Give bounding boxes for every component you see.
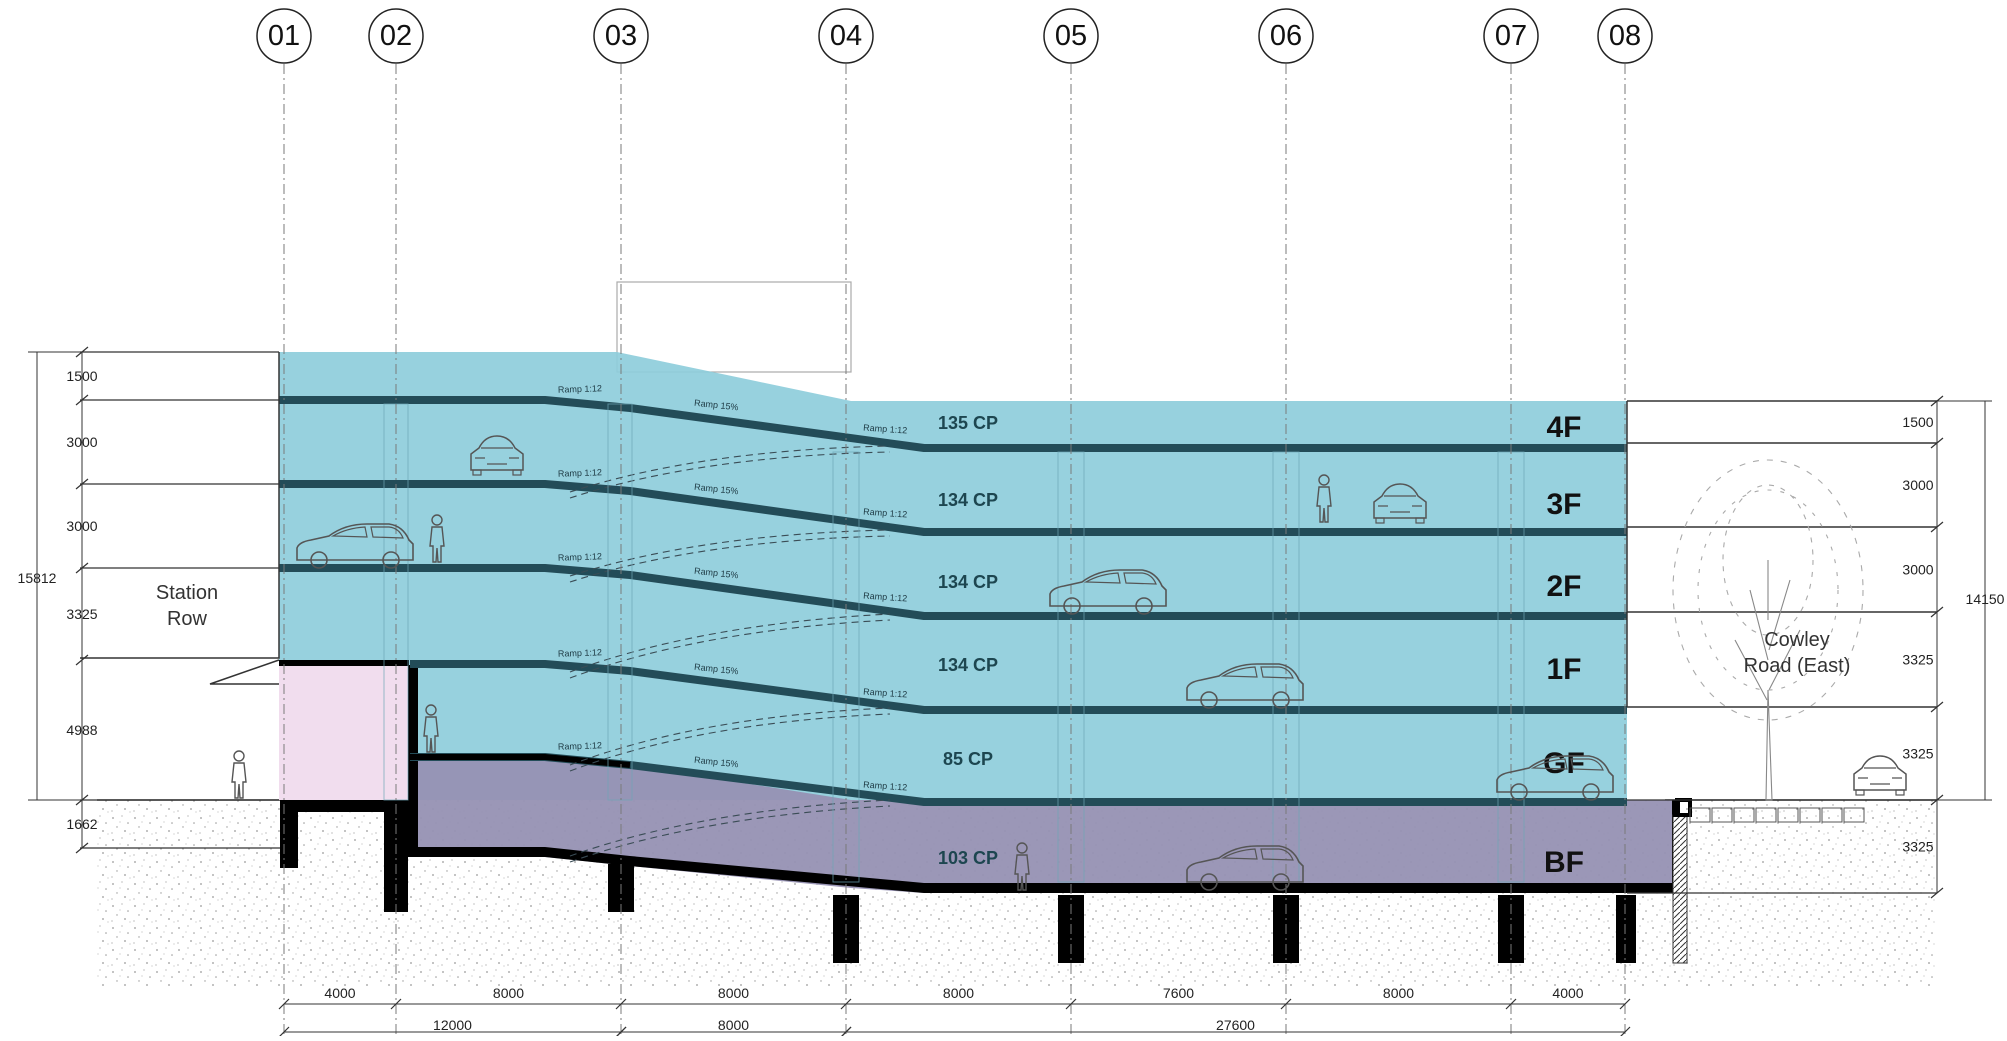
floor-capacity: 134 CP: [938, 572, 998, 592]
grid-label: 05: [1055, 20, 1087, 52]
left-dimensions: 1500 3000 3000 3325 4988 1662 15812: [18, 347, 98, 853]
right-dim-value: 3325: [1902, 652, 1933, 668]
floor-level-label: BF: [1544, 846, 1584, 879]
grid-label: 01: [268, 20, 300, 52]
floor-capacity: 103 CP: [938, 848, 998, 868]
bottom-dim-value: 4000: [324, 985, 355, 1001]
right-dim-value: 3325: [1902, 839, 1933, 855]
retaining-wall: [1673, 815, 1687, 963]
station-row-label: Station: [156, 582, 218, 604]
floor-level-label: GF: [1543, 747, 1585, 780]
floor-capacity: 134 CP: [938, 490, 998, 510]
bottom-dim-value: 8000: [493, 985, 524, 1001]
ramp-label: Ramp 1:12: [558, 551, 602, 563]
right-dim-total: 14150: [1966, 591, 2005, 607]
grid-bubbles: 01 02 03 04 05 06 07 08: [257, 9, 1652, 63]
bottom-dim-value: 12000: [433, 1017, 472, 1033]
floor-capacity: 85 CP: [943, 749, 993, 769]
bottom-dim-value: 7600: [1163, 985, 1194, 1001]
bottom-dim-value: 4000: [1552, 985, 1583, 1001]
bottom-dim-value: 8000: [943, 985, 974, 1001]
ramp-roof-outline: [617, 282, 851, 372]
bottom-dim-value: 8000: [1383, 985, 1414, 1001]
person-icon: [232, 751, 246, 798]
floor-level-label: 2F: [1546, 570, 1581, 603]
floor-level-label: 1F: [1546, 653, 1581, 686]
left-dim-total: 15812: [18, 570, 57, 586]
grid-label: 04: [830, 20, 862, 52]
station-row-label: Row: [167, 608, 208, 630]
right-dim-value: 3000: [1902, 477, 1933, 493]
station-row-building: [279, 665, 409, 800]
left-dim-value: 4988: [66, 722, 97, 738]
bottom-dim-value: 8000: [718, 985, 749, 1001]
left-dim-value: 3000: [66, 434, 97, 450]
bottom-dim-value: 8000: [718, 1017, 749, 1033]
left-dim-value: 1500: [66, 368, 97, 384]
ramp-label: Ramp 1:12: [558, 467, 602, 479]
ramp-label: Ramp 1:12: [558, 647, 602, 659]
floor-capacity: 135 CP: [938, 413, 998, 433]
station-row-outline: [80, 352, 279, 684]
cowley-road-label: Road (East): [1744, 655, 1851, 677]
floor-capacity: 134 CP: [938, 655, 998, 675]
left-dim-value: 3325: [66, 606, 97, 622]
bottom-dim-value: 27600: [1216, 1017, 1255, 1033]
car-icon: [1854, 756, 1906, 795]
floor-level-label: 3F: [1546, 488, 1581, 521]
cowley-road-label: Cowley: [1764, 629, 1830, 651]
grid-label: 06: [1270, 20, 1302, 52]
right-dim-value: 1500: [1902, 414, 1933, 430]
grid-label: 08: [1609, 20, 1641, 52]
left-dim-value: 3000: [66, 518, 97, 534]
ramp-label: Ramp 1:12: [558, 383, 602, 395]
grid-label: 03: [605, 20, 637, 52]
bottom-dimensions: 4000 8000 8000 8000 7600 8000 4000 12000 8000 276…: [279, 985, 1630, 1036]
left-dim-value: 1662: [66, 816, 97, 832]
grid-label: 07: [1495, 20, 1527, 52]
right-dim-value: 3325: [1902, 746, 1933, 762]
ramp-label: Ramp 1:12: [558, 740, 602, 752]
grid-label: 02: [380, 20, 412, 52]
right-dim-value: 3000: [1902, 562, 1933, 578]
floor-level-label: 4F: [1546, 411, 1581, 444]
